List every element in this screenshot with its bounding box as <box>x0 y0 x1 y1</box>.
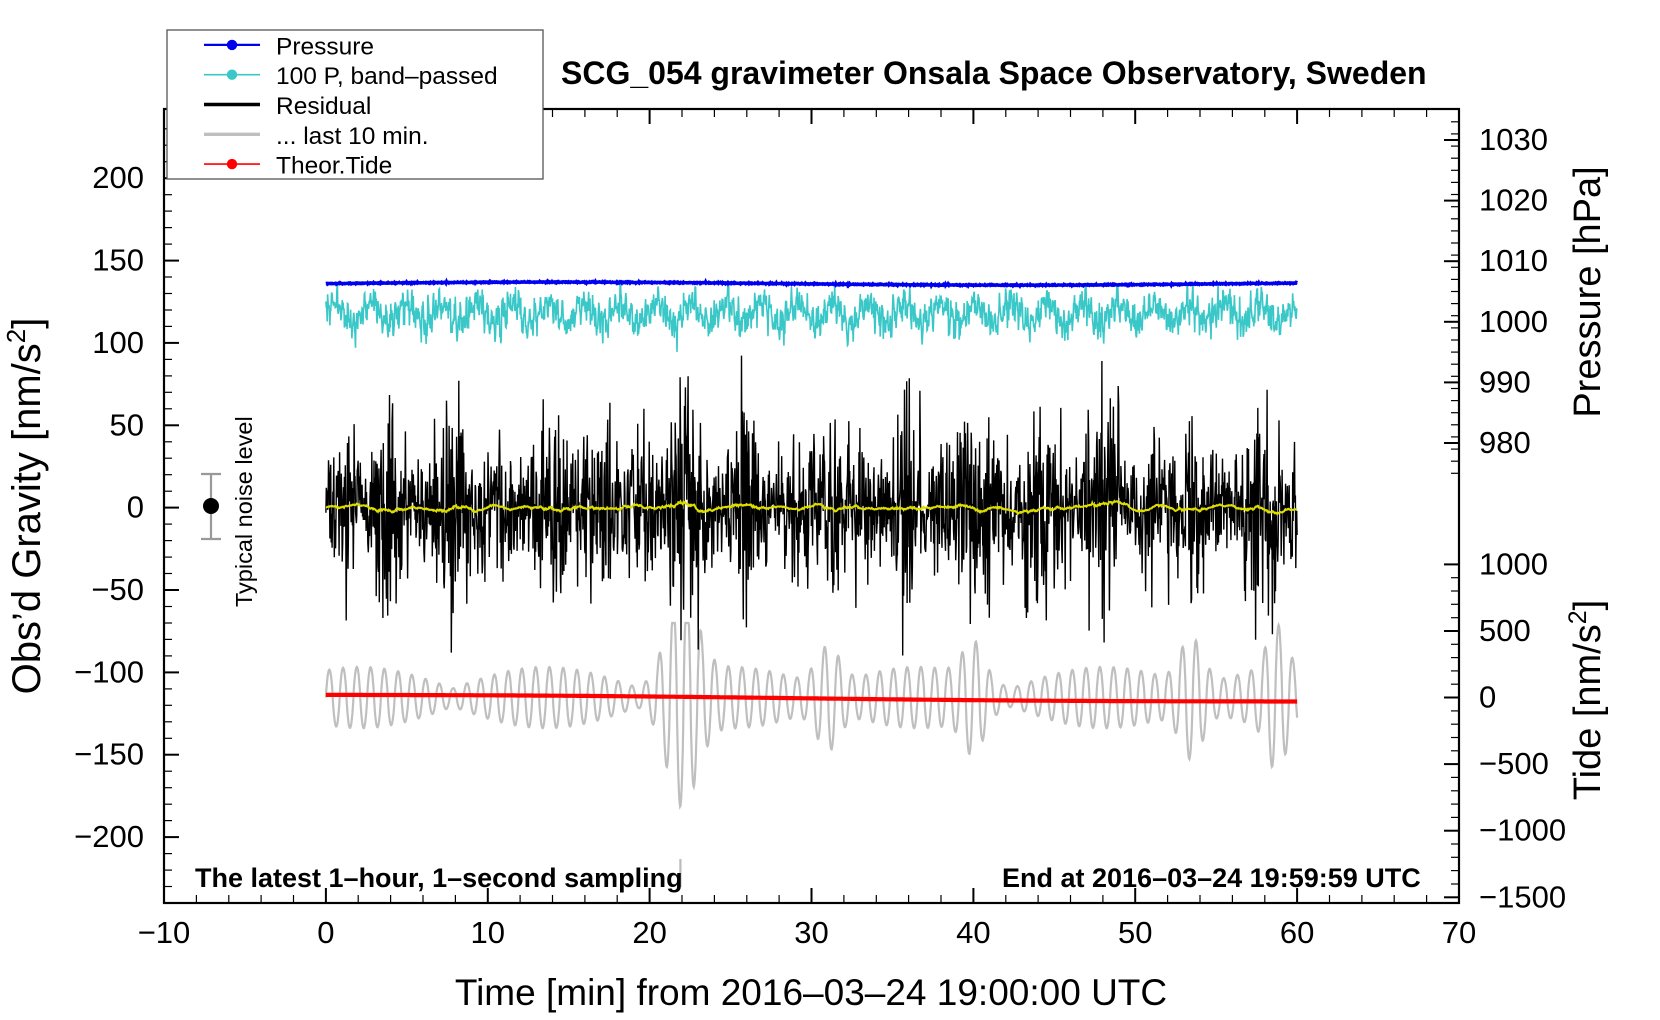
svg-text:0: 0 <box>127 490 144 525</box>
svg-text:20: 20 <box>632 915 666 950</box>
svg-text:−10: −10 <box>138 915 191 950</box>
svg-text:Pressure: Pressure <box>276 33 374 60</box>
svg-text:1020: 1020 <box>1479 183 1548 218</box>
svg-text:1000: 1000 <box>1479 304 1548 339</box>
svg-text:0: 0 <box>317 915 334 950</box>
svg-text:−1000: −1000 <box>1479 813 1566 848</box>
svg-text:Obs’d Gravity [nm/s2]: Obs’d Gravity [nm/s2] <box>1 318 49 695</box>
svg-text:70: 70 <box>1442 915 1476 950</box>
svg-text:Typical noise level: Typical noise level <box>231 416 257 607</box>
svg-text:40: 40 <box>956 915 990 950</box>
svg-text:SCG_054 gravimeter Onsala Spac: SCG_054 gravimeter Onsala Space Observat… <box>561 55 1427 91</box>
svg-text:100: 100 <box>92 325 144 360</box>
svg-text:30: 30 <box>794 915 828 950</box>
svg-text:End at 2016–03–24 19:59:59 UTC: End at 2016–03–24 19:59:59 UTC <box>1002 863 1421 893</box>
svg-text:−500: −500 <box>1479 746 1549 781</box>
svg-text:50: 50 <box>110 407 144 442</box>
svg-text:50: 50 <box>1118 915 1152 950</box>
svg-text:60: 60 <box>1280 915 1314 950</box>
svg-text:Tide [nm/s2]: Tide [nm/s2] <box>1564 600 1609 800</box>
svg-text:990: 990 <box>1479 364 1531 399</box>
svg-text:0: 0 <box>1479 680 1496 715</box>
svg-text:Time [min] from 2016–03–24 19:: Time [min] from 2016–03–24 19:00:00 UTC <box>455 972 1167 1013</box>
svg-text:1030: 1030 <box>1479 122 1548 157</box>
svg-text:150: 150 <box>92 243 144 278</box>
svg-text:980: 980 <box>1479 425 1531 460</box>
svg-text:−200: −200 <box>74 819 144 854</box>
svg-text:Pressure [hPa]: Pressure [hPa] <box>1567 166 1609 417</box>
svg-text:10: 10 <box>471 915 505 950</box>
svg-text:The latest 1–hour, 1–second sa: The latest 1–hour, 1–second sampling <box>195 863 683 893</box>
svg-text:−1500: −1500 <box>1479 879 1566 914</box>
svg-text:200: 200 <box>92 160 144 195</box>
svg-text:... last 10 min.: ... last 10 min. <box>276 123 429 150</box>
svg-text:Theor.Tide: Theor.Tide <box>276 153 392 180</box>
svg-text:Residual: Residual <box>276 93 371 120</box>
svg-text:100 P, band–passed: 100 P, band–passed <box>276 63 498 90</box>
svg-text:1000: 1000 <box>1479 546 1548 581</box>
svg-text:−150: −150 <box>74 737 144 772</box>
svg-text:1010: 1010 <box>1479 243 1548 278</box>
svg-text:−50: −50 <box>91 572 144 607</box>
svg-text:−100: −100 <box>74 654 144 689</box>
svg-text:500: 500 <box>1479 613 1531 648</box>
